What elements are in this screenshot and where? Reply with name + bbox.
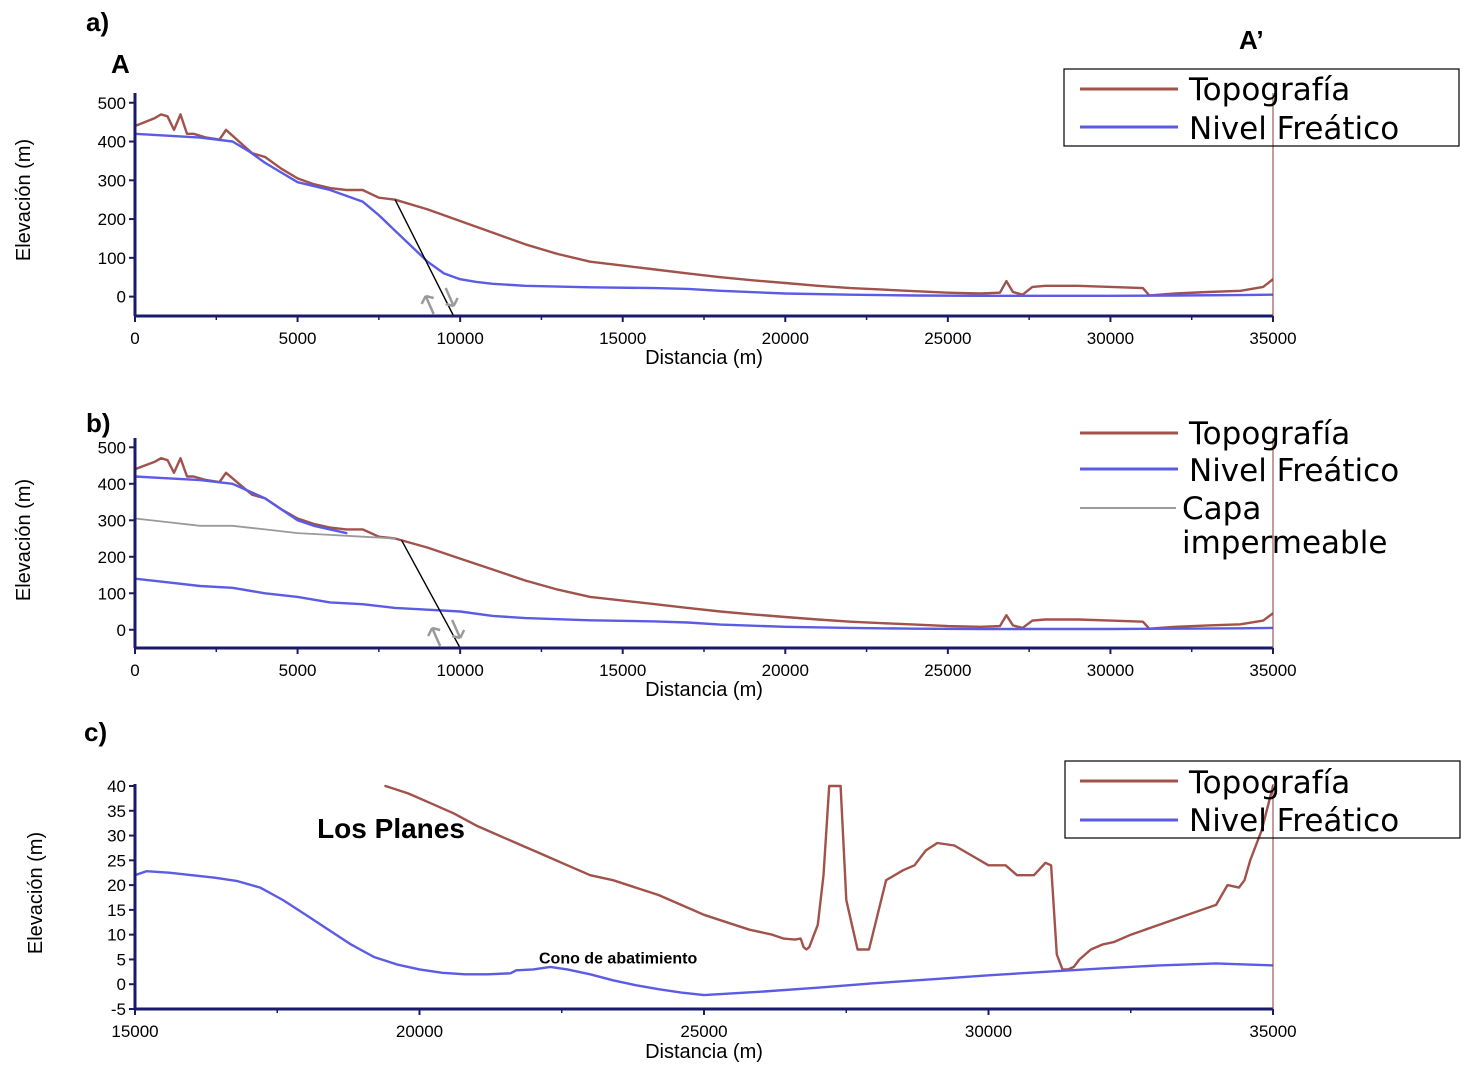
- y-tick-label: 35: [107, 802, 126, 821]
- x-tick-label: 35000: [1249, 329, 1296, 348]
- y-tick-label: 500: [98, 438, 126, 457]
- panel-b-label: b): [86, 408, 111, 438]
- panel-b-ylabel: Elevación (m): [13, 479, 35, 601]
- series-group: [135, 784, 1273, 997]
- x-tick-label: 15000: [599, 329, 646, 348]
- legend-label-nivel-freatico: Nivel Freático: [1189, 453, 1399, 489]
- panel-b: b) Elevación (m) Distancia (m) 0 5000 1000…: [13, 408, 1399, 701]
- section-start-label: A: [111, 49, 130, 79]
- y-tick-label: 200: [98, 548, 126, 567]
- x-tick-label: 35000: [1249, 1022, 1296, 1041]
- fault-line: [401, 540, 461, 649]
- x-tick-label: 25000: [924, 661, 971, 680]
- y-tick-label: 100: [98, 249, 126, 268]
- panel-a-plot-area: 0 5000 10000 15000 20000 25000 30000 35000 0 100 2…: [98, 93, 1297, 348]
- x-tick-label: 35000: [1249, 661, 1296, 680]
- x-tick-label: 0: [130, 661, 139, 680]
- x-tick-label: 5000: [279, 661, 317, 680]
- series-line-water-2: [135, 577, 1273, 631]
- panel-b-plot-area: 0 5000 10000 15000 20000 25000 30000 35000 0 100 2…: [98, 438, 1297, 680]
- series-line-water-1: [135, 475, 348, 535]
- panel-a-label: a): [86, 7, 109, 37]
- y-tick-label: 40: [107, 777, 126, 796]
- x-tick-label: 5000: [279, 329, 317, 348]
- x-tick-label: 20000: [762, 329, 809, 348]
- y-tick-label: 0: [117, 975, 126, 994]
- fault-arrow-down: [451, 619, 466, 640]
- y-tick-label: 0: [117, 288, 126, 307]
- fault-line: [394, 199, 455, 317]
- y-tick-label: 10: [107, 926, 126, 945]
- legend-label-capa-impermeable-line2: impermeable: [1182, 525, 1387, 561]
- y-tick-label: 300: [98, 171, 126, 190]
- series-group: [135, 457, 1273, 631]
- fault-arrow-up: [427, 626, 442, 647]
- panel-a-xlabel: Distancia (m): [645, 347, 763, 369]
- x-tick-label: 20000: [762, 661, 809, 680]
- x-tick-label: 10000: [437, 661, 484, 680]
- axes: [133, 784, 1274, 1011]
- series-line-imper: [135, 517, 396, 540]
- legend-label-nivel-freatico: Nivel Freático: [1189, 111, 1399, 147]
- panel-b-legend: Topografía Nivel Freático Capa impermeab…: [1080, 416, 1399, 561]
- y-tick-label: 5: [117, 950, 126, 969]
- series-group: [135, 113, 1273, 297]
- legend-label-topografia: Topografía: [1188, 416, 1350, 452]
- y-tick-label: 15: [107, 901, 126, 920]
- series-line-topo: [135, 113, 1273, 297]
- fault-arrow-down: [444, 287, 459, 308]
- legend-label-capa-impermeable-line1: Capa: [1182, 491, 1261, 527]
- annotation-los-planes: Los Planes: [317, 813, 465, 844]
- series-line-water: [135, 132, 1273, 297]
- panel-c-legend: Topografía Nivel Freático: [1064, 760, 1461, 839]
- series-line-water: [135, 870, 1273, 997]
- y-tick-label: -5: [111, 1000, 126, 1019]
- legend-label-topografia: Topografía: [1188, 72, 1350, 108]
- x-tick-label: 25000: [680, 1022, 727, 1041]
- panel-c-xlabel: Distancia (m): [645, 1041, 763, 1063]
- panel-c-plot-area: 15000 20000 25000 30000 35000 -5 0 5 10 15 20 25 30 3…: [107, 777, 1297, 1041]
- x-tick-label: 20000: [396, 1022, 443, 1041]
- panel-c: c) Elevación (m) Distancia (m) 15000 2000…: [25, 717, 1461, 1063]
- x-tick-label: 25000: [924, 329, 971, 348]
- y-tick-label: 400: [98, 133, 126, 152]
- x-tick-label: 30000: [1087, 329, 1134, 348]
- fault-arrow-up: [420, 294, 435, 315]
- fault-arrows: [420, 287, 459, 315]
- x-tick-label: 30000: [965, 1022, 1012, 1041]
- y-tick-label: 30: [107, 827, 126, 846]
- panel-a: a) A A’ Elevación (m) Distancia (m) 0 500…: [13, 7, 1460, 369]
- x-tick-label: 0: [130, 329, 139, 348]
- panel-a-ylabel: Elevación (m): [13, 139, 35, 261]
- panel-b-xlabel: Distancia (m): [645, 679, 763, 701]
- y-tick-label: 25: [107, 851, 126, 870]
- panel-a-legend: Topografía Nivel Freático: [1063, 68, 1460, 147]
- y-tick-label: 0: [117, 621, 126, 640]
- panel-c-legend-box: [1064, 760, 1461, 839]
- section-end-label: A’: [1239, 25, 1264, 55]
- y-tick-label: 400: [98, 475, 126, 494]
- x-tick-label: 15000: [111, 1022, 158, 1041]
- x-tick-label: 30000: [1087, 661, 1134, 680]
- panel-c-label: c): [84, 717, 107, 747]
- x-tick-label: 10000: [437, 329, 484, 348]
- y-tick-label: 500: [98, 94, 126, 113]
- y-tick-label: 100: [98, 584, 126, 603]
- panel-a-legend-box: [1063, 68, 1460, 147]
- x-tick-label: 15000: [599, 661, 646, 680]
- y-tick-label: 200: [98, 210, 126, 229]
- legend-label-topografia: Topografía: [1188, 765, 1350, 801]
- legend-label-capa-impermeable: Capa impermeable: [1182, 491, 1387, 561]
- legend-label-nivel-freatico: Nivel Freático: [1189, 803, 1399, 839]
- series-line-topo: [135, 457, 1273, 630]
- y-tick-label: 300: [98, 511, 126, 530]
- series-line-topo: [384, 784, 1273, 971]
- annotation-cono-de-abatimiento: Cono de abatimiento: [539, 950, 697, 967]
- panel-c-ylabel: Elevación (m): [25, 832, 47, 954]
- y-tick-label: 20: [107, 876, 126, 895]
- fault-arrows: [427, 619, 466, 647]
